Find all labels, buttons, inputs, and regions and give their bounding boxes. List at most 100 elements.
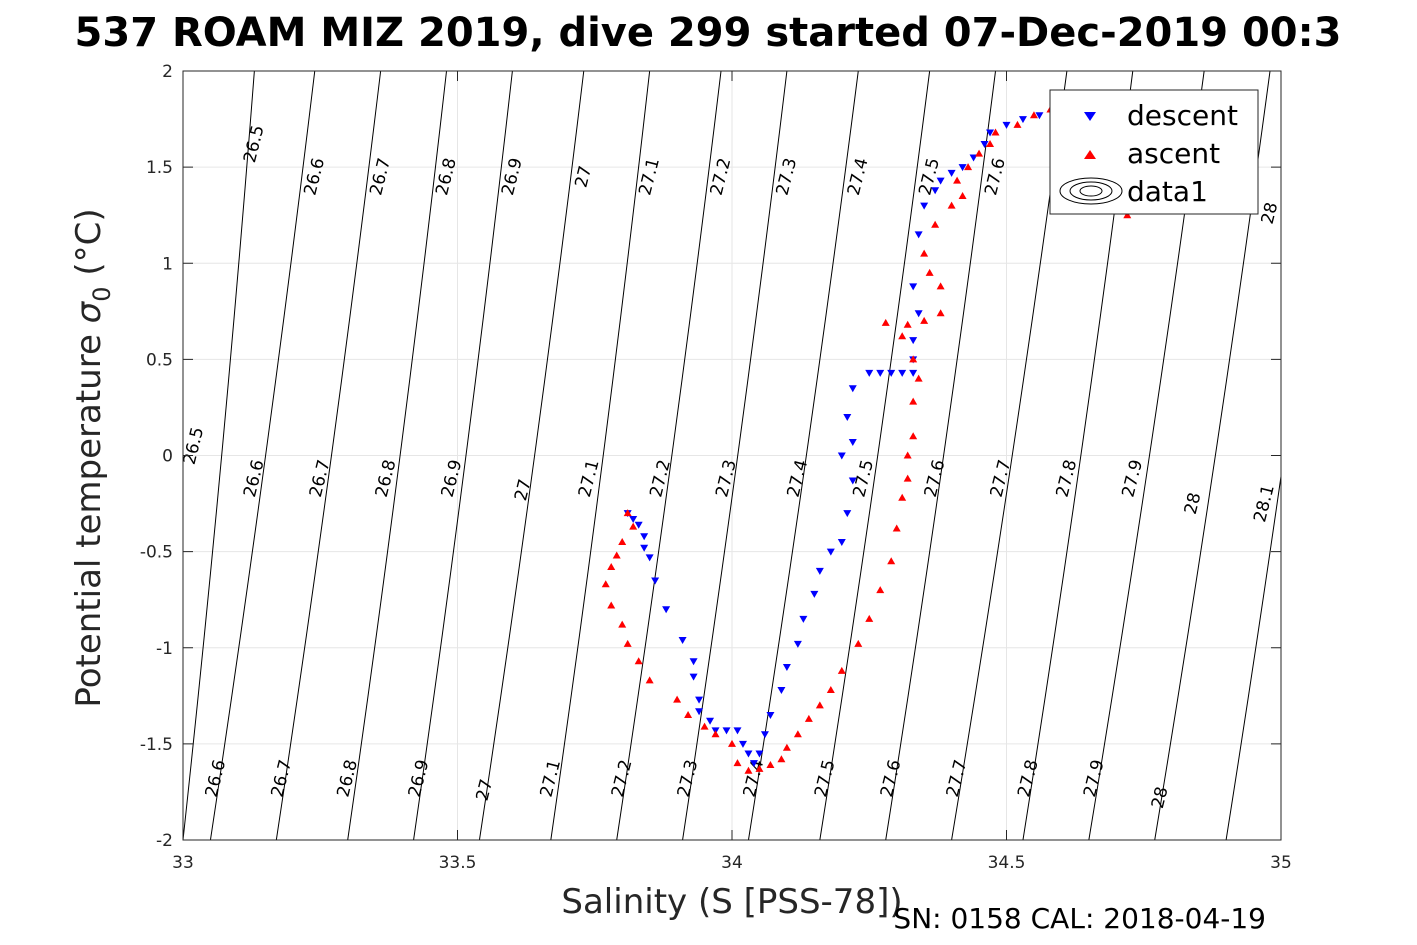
y-tick-label: 1.5: [146, 158, 173, 178]
ascent-point: [777, 755, 786, 763]
descent-point: [640, 533, 649, 541]
isopycnal-line-26-8: [347, 71, 448, 840]
descent-point: [722, 727, 731, 735]
descent-point: [876, 369, 885, 377]
ascent-point: [793, 730, 802, 738]
ascent-point: [931, 220, 940, 228]
descent-point: [749, 760, 758, 768]
ascent-point: [612, 551, 621, 559]
descent-point: [826, 548, 835, 556]
isopycnal-line-27: [478, 71, 585, 840]
ascent-point: [1029, 111, 1038, 119]
descent-point: [689, 673, 698, 681]
y-axis-label: Potential temperature σ0 (°C): [69, 208, 116, 707]
ascent-point: [903, 474, 912, 482]
ascent-point: [898, 493, 907, 501]
ascent-point: [898, 332, 907, 340]
ascent-point: [914, 374, 923, 382]
x-axis-ticks: 33 33.5 34 34.5 35: [172, 71, 1292, 873]
isopycnal-line-26-6: [209, 71, 316, 840]
descent-point: [1002, 121, 1011, 129]
ascent-point: [782, 743, 791, 751]
ascent-point: [876, 586, 885, 594]
descent-point: [837, 539, 846, 547]
ascent-point: [909, 432, 918, 440]
ascent-point: [673, 695, 682, 703]
descent-point: [898, 369, 907, 377]
descent-point: [645, 554, 654, 562]
x-tick-label: 35: [1270, 853, 1292, 873]
ascent-point: [909, 397, 918, 405]
isopycnal-line-27-1: [550, 71, 651, 840]
isopycnal-line-27-5: [819, 71, 931, 840]
descent-point: [914, 310, 923, 318]
ascent-point: [755, 764, 764, 772]
legend: descent ascent data1: [1049, 89, 1259, 215]
descent-point: [909, 337, 918, 345]
descent-point: [782, 663, 791, 671]
descent-point: [744, 750, 753, 758]
descent-point: [755, 750, 764, 758]
ascent-point: [837, 666, 846, 674]
descent-point: [837, 452, 846, 460]
ascent-point: [728, 739, 736, 747]
ascent-point: [1123, 211, 1132, 219]
ascent-point: [607, 563, 616, 571]
y-tick-label: 1: [162, 254, 173, 274]
isopycnal-line-26-5: [183, 71, 255, 840]
chart-title: 537 ROAM MIZ 2019, dive 299 started 07-D…: [75, 10, 1342, 56]
y-tick-label: 2: [162, 62, 173, 82]
isopycnal-line-27-2: [616, 71, 722, 840]
descent-point: [629, 515, 638, 523]
y-tick-label: 0.5: [146, 350, 173, 370]
legend-ascent-marker: [1084, 150, 1096, 159]
y-axis-label-unit: (°C): [69, 208, 109, 286]
descent-point: [980, 141, 989, 149]
descent-point: [634, 521, 643, 529]
descent-point: [931, 187, 940, 195]
descent-point: [865, 369, 874, 377]
ascent-point: [607, 601, 616, 609]
descent-point: [760, 731, 769, 739]
ascent-point: [623, 639, 632, 647]
legend-descent-marker: [1084, 112, 1096, 121]
descent-point: [947, 169, 956, 177]
ascent-point: [887, 557, 896, 565]
descent-point: [843, 414, 852, 422]
legend-contour-marker: [1059, 177, 1123, 205]
descent-point: [651, 577, 660, 585]
descent-point: [777, 687, 786, 695]
descent-point: [706, 717, 715, 725]
legend-data1-label: data1: [1127, 175, 1208, 208]
ascent-point: [645, 676, 654, 684]
ascent-point: [964, 163, 973, 171]
ascent-point: [629, 522, 638, 530]
ascent-point: [766, 761, 775, 769]
ascent-point: [618, 538, 627, 546]
descent-point: [689, 658, 698, 666]
sensor-calibration-footer: SN: 0158 CAL: 2018-04-19: [893, 902, 1266, 935]
descent-point: [793, 640, 802, 648]
ascent-point: [733, 759, 742, 767]
ascent-point: [892, 524, 901, 532]
y-axis-ticks: -2 -1.5 -1 -0.5 0 0.5 1 1.5 2: [140, 62, 1281, 851]
descent-point: [695, 696, 704, 704]
ascent-point: [1013, 120, 1022, 128]
descent-point: [733, 727, 742, 735]
isopycnal-line-28-1: [1225, 472, 1281, 840]
ascent-point: [684, 711, 693, 719]
descent-point: [909, 369, 918, 377]
y-axis-label-sigma: σ: [69, 300, 109, 323]
ascent-point: [991, 128, 1000, 136]
y-tick-label: -2: [156, 831, 173, 851]
ascent-point: [947, 201, 956, 209]
descent-point: [848, 439, 857, 447]
ascent-point: [601, 580, 610, 588]
x-tick-label: 34: [721, 853, 743, 873]
x-axis-label: Salinity (S [PSS-78]): [561, 882, 902, 922]
descent-point: [1035, 112, 1044, 120]
ascent-point: [953, 176, 962, 184]
ascent-point: [854, 639, 863, 647]
descent-point: [640, 544, 649, 552]
